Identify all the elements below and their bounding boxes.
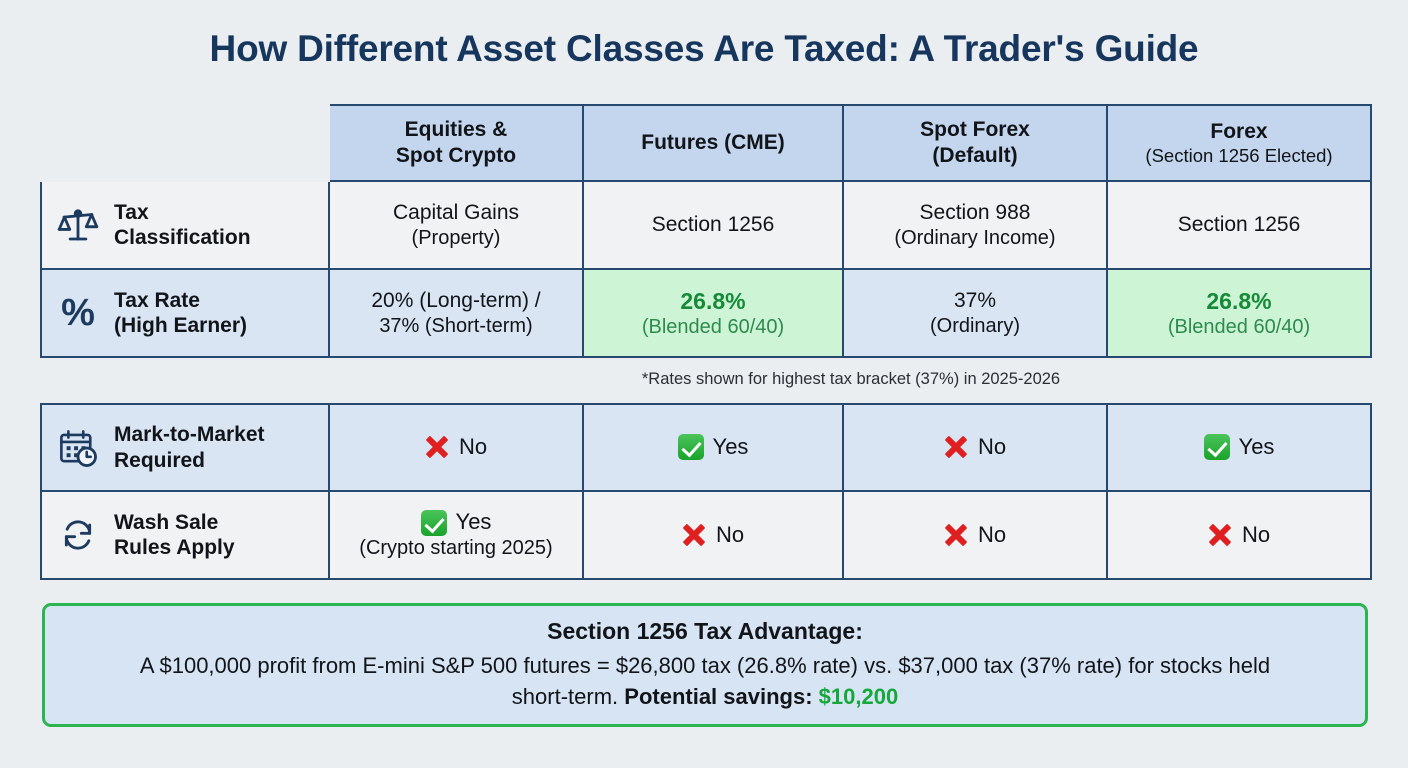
row-label-wash-sale: Wash Sale Rules Apply [40, 492, 330, 580]
cell-sub-text: (Crypto starting 2025) [359, 537, 553, 560]
row-label-line2: Classification [114, 226, 251, 249]
row-label-line1: Tax [114, 200, 149, 224]
cell-wash-sale-futures: No [584, 492, 844, 580]
row-label-text: Tax Classification [114, 200, 251, 250]
row-label-line1: Mark-to-Market [114, 423, 265, 447]
row-label-tax-rate: % Tax Rate (High Earner) [40, 270, 330, 358]
cell-main-text: Capital Gains [392, 201, 520, 224]
column-header-line1: Futures (CME) [641, 131, 785, 155]
page-title: How Different Asset Classes Are Taxed: A… [209, 28, 1199, 69]
column-header-line1: Spot Forex [920, 118, 1030, 142]
calendar-clock-icon [56, 426, 100, 470]
row-label-text: Wash Sale Rules Apply [114, 510, 235, 560]
cell-main-text: 26.8% [1206, 287, 1272, 314]
column-header-line2: (Default) [932, 144, 1018, 167]
row-label-line2: Required [114, 448, 206, 472]
refresh-icon [56, 513, 100, 557]
row-label-line1: Tax Rate [114, 288, 200, 312]
mark-label: Yes [455, 509, 492, 535]
cell-mtm-equities: No [330, 403, 584, 492]
cross-icon [682, 522, 707, 547]
mark-label: Yes [1238, 434, 1275, 460]
mark-label: No [1241, 521, 1271, 547]
mark-label: No [977, 521, 1007, 547]
column-header-line1: Equities & [404, 118, 508, 142]
cell-sub-text: 37% (Short-term) [379, 314, 533, 337]
mark-group: No [425, 434, 487, 461]
cell-sub-text: (Blended 60/40) [641, 315, 785, 338]
callout-body: A $100,000 profit from E-mini S&P 500 fu… [115, 651, 1295, 712]
cell-main-text: Section 1256 [651, 213, 775, 237]
percent-icon: % [61, 292, 95, 334]
cell-mtm-forex-elected: Yes [1108, 403, 1372, 492]
column-header-spot-forex: Spot Forex (Default) [844, 104, 1108, 182]
tax-advantage-callout: Section 1256 Tax Advantage: A $100,000 p… [42, 603, 1368, 727]
column-header-futures: Futures (CME) [584, 104, 844, 182]
cell-main-text: 20% (Long-term) / [371, 289, 541, 312]
cell-main-text: Section 1256 [1177, 213, 1301, 237]
tax-comparison-table: Equities & Spot Crypto Futures (CME) Spo… [40, 104, 1372, 358]
check-icon [420, 509, 447, 536]
callout-body-text: A $100,000 profit from E-mini S&P 500 fu… [139, 653, 1271, 709]
column-header-line1: Forex [1210, 119, 1268, 143]
mark-group: Yes [1203, 434, 1275, 461]
mark-label: Yes [712, 434, 749, 460]
row-label-mark-to-market: Mark-to-Market Required [40, 403, 330, 492]
column-header-forex-elected: Forex (Section 1256 Elected) [1108, 104, 1372, 182]
check-icon [1203, 434, 1230, 461]
cell-tax-classification-futures: Section 1256 [584, 182, 844, 270]
mark-group: No [944, 434, 1006, 461]
column-header-sub: (Section 1256 Elected) [1145, 144, 1333, 166]
cell-tax-classification-spot-forex: Section 988 (Ordinary Income) [844, 182, 1108, 270]
mark-group: Yes [677, 434, 749, 461]
callout-savings-label: Potential savings: [624, 683, 819, 709]
mark-label: No [458, 434, 488, 460]
check-icon [677, 434, 704, 461]
cross-icon [425, 435, 450, 460]
mark-label: No [977, 434, 1007, 460]
cell-tax-rate-forex-elected: 26.8% (Blended 60/40) [1108, 270, 1372, 358]
row-label-line2: Rules Apply [114, 536, 235, 559]
cell-wash-sale-forex-elected: No [1108, 492, 1372, 580]
callout-title: Section 1256 Tax Advantage: [547, 618, 863, 645]
mark-group: No [944, 522, 1006, 549]
scales-icon [56, 203, 100, 247]
cross-icon [944, 435, 969, 460]
column-header-equities: Equities & Spot Crypto [330, 104, 584, 182]
cell-main-text: 26.8% [680, 287, 746, 314]
row-label-text: Mark-to-Market Required [114, 422, 265, 472]
cell-main-text: Section 988 [919, 201, 1031, 224]
cell-tax-classification-forex-elected: Section 1256 [1108, 182, 1372, 270]
mark-group: Yes [420, 509, 492, 536]
row-label-text: Tax Rate (High Earner) [114, 288, 247, 338]
column-header-line2: Spot Crypto [395, 144, 517, 167]
table-footnote: *Rates shown for highest tax bracket (37… [641, 370, 1061, 388]
table-corner-cell [40, 104, 330, 182]
cell-sub-text: (Ordinary Income) [894, 226, 1056, 249]
requirements-table: Mark-to-Market Required No Yes No [40, 403, 1372, 580]
cell-sub-text: (Blended 60/40) [1167, 315, 1311, 338]
cell-mtm-spot-forex: No [844, 403, 1108, 492]
row-label-line1: Wash Sale [114, 510, 219, 534]
row-label-tax-classification: Tax Classification [40, 182, 330, 270]
cross-icon [944, 522, 969, 547]
cell-tax-rate-futures: 26.8% (Blended 60/40) [584, 270, 844, 358]
cell-sub-text: (Ordinary) [929, 314, 1020, 337]
mark-label: No [715, 521, 745, 547]
cell-wash-sale-equities: Yes (Crypto starting 2025) [330, 492, 584, 580]
cell-main-text: 37% [953, 289, 997, 312]
mark-group: No [1208, 522, 1270, 549]
cell-tax-classification-equities: Capital Gains (Property) [330, 182, 584, 270]
cell-sub-text: (Property) [411, 226, 501, 249]
row-label-line2: (High Earner) [114, 314, 248, 337]
cell-tax-rate-equities: 20% (Long-term) / 37% (Short-term) [330, 270, 584, 358]
cell-wash-sale-spot-forex: No [844, 492, 1108, 580]
mark-group: No [682, 522, 744, 549]
cell-tax-rate-spot-forex: 37% (Ordinary) [844, 270, 1108, 358]
cell-mtm-futures: Yes [584, 403, 844, 492]
callout-savings-amount: $10,200 [818, 683, 899, 709]
cross-icon [1208, 522, 1233, 547]
